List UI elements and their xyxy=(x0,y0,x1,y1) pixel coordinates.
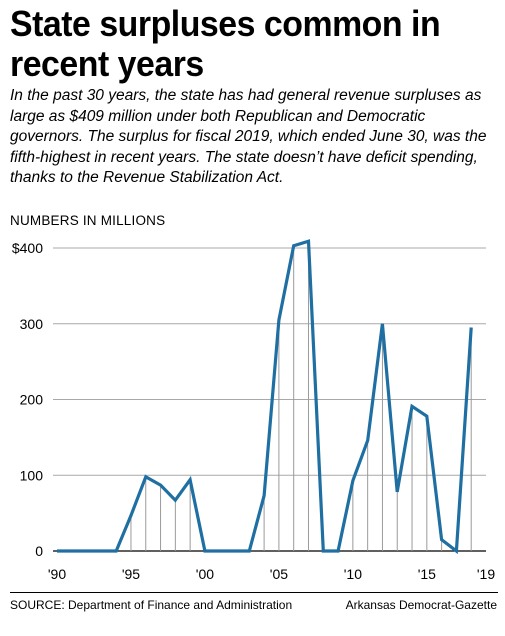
x-tick-label: '15 xyxy=(418,566,436,582)
y-tick-labels: 0 100 200 300 $400 xyxy=(12,240,43,559)
publisher-credit: Arkansas Democrat-Gazette xyxy=(345,598,497,612)
x-tick-label: '95 xyxy=(122,566,140,582)
x-tick-label: '00 xyxy=(196,566,214,582)
drop-lines-layer xyxy=(130,241,472,551)
data-line-layer xyxy=(57,239,473,555)
units-label: NUMBERS IN MILLIONS xyxy=(10,213,166,228)
surplus-series-line xyxy=(57,239,473,555)
y-tick-label: 100 xyxy=(20,467,44,483)
x-tick-label: '05 xyxy=(270,566,288,582)
y-tick-label: $400 xyxy=(12,240,43,256)
footer-divider xyxy=(10,592,498,593)
chart-description: In the past 30 years, the state has had … xyxy=(10,87,487,186)
x-tick-label: '19 xyxy=(477,566,495,582)
grid-layer xyxy=(53,247,486,552)
x-tick-label: '10 xyxy=(344,566,362,582)
y-tick-label: 200 xyxy=(20,392,44,408)
source-note: SOURCE: Department of Finance and Admini… xyxy=(10,598,293,612)
chart-title: State surpluses common in recent years xyxy=(10,3,441,84)
line-chart: 0 100 200 300 $400 '90 '95 '00 '05 '10 '15 '19 xyxy=(12,239,495,582)
x-tick-labels: '90 '95 '00 '05 '10 '15 '19 xyxy=(48,566,495,582)
y-tick-label: 300 xyxy=(20,316,44,332)
y-tick-label: 0 xyxy=(35,543,43,559)
x-tick-label: '90 xyxy=(48,566,66,582)
